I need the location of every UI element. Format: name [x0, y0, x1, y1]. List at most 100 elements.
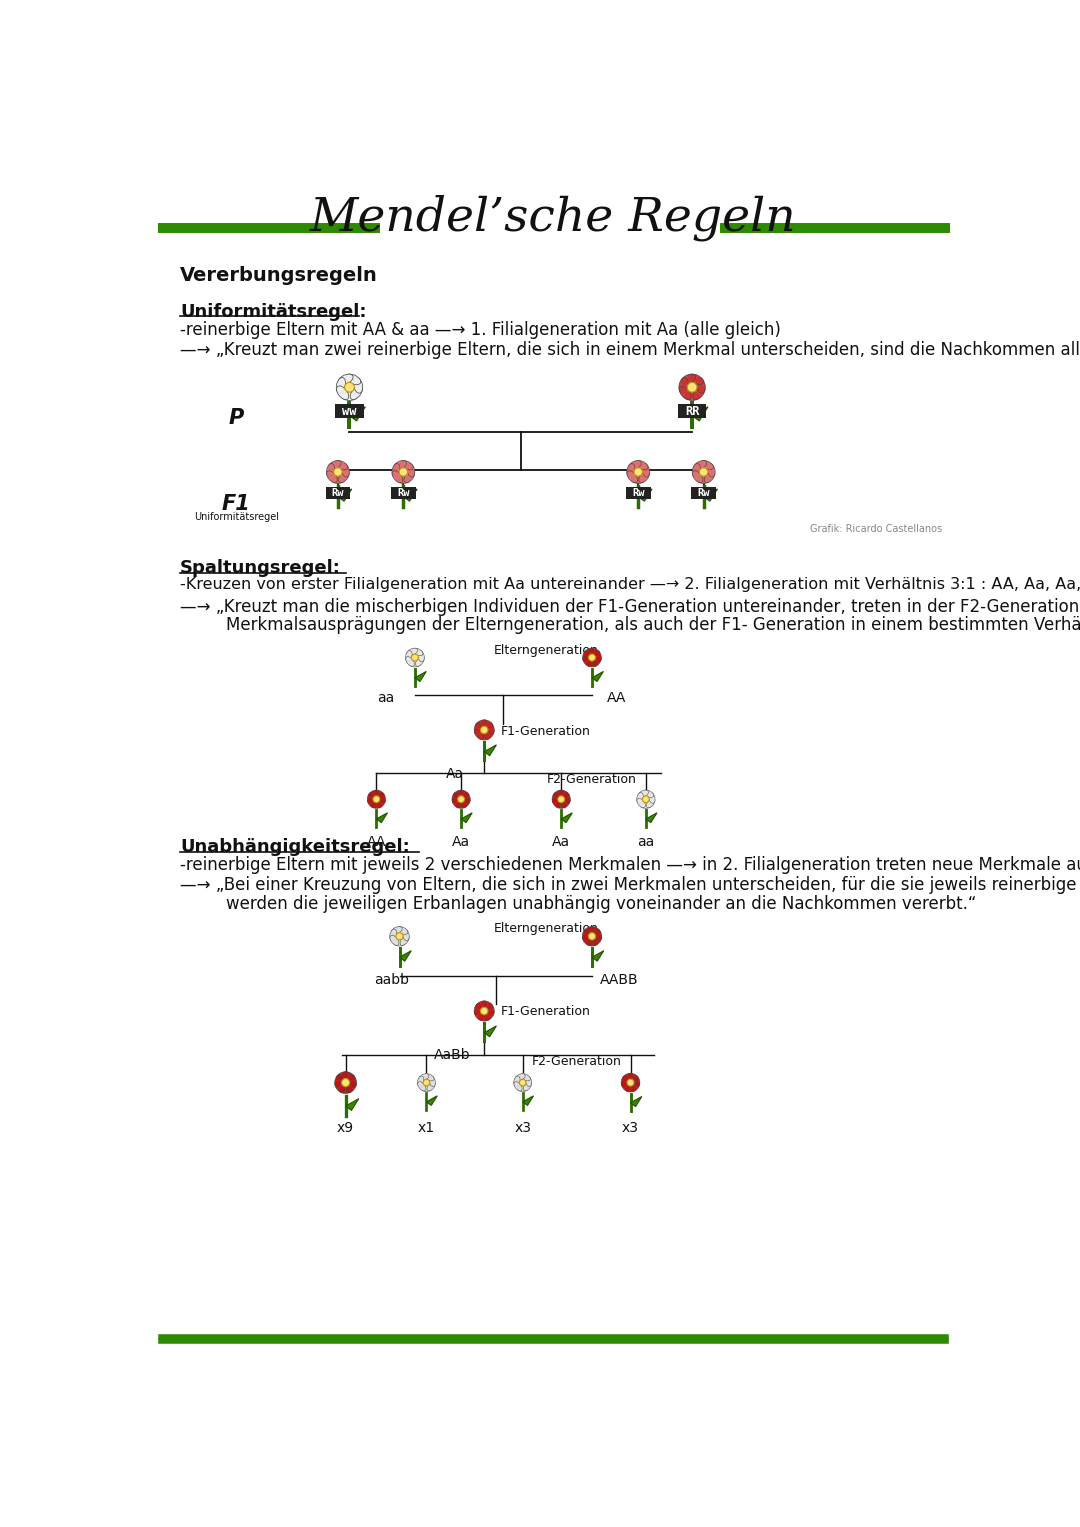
Text: AABB: AABB — [599, 973, 638, 988]
Ellipse shape — [407, 464, 415, 476]
Circle shape — [589, 654, 595, 661]
Ellipse shape — [593, 935, 602, 945]
Ellipse shape — [429, 1077, 435, 1087]
Ellipse shape — [514, 1081, 522, 1090]
Ellipse shape — [339, 1086, 352, 1093]
Circle shape — [396, 933, 403, 941]
Ellipse shape — [335, 461, 348, 470]
Text: Rw: Rw — [332, 487, 345, 498]
Circle shape — [400, 467, 407, 476]
Text: Mendel’sche Regeln: Mendel’sche Regeln — [310, 194, 797, 241]
Ellipse shape — [629, 461, 642, 470]
Text: Aa: Aa — [552, 835, 570, 849]
Text: Uniformitätsregel:: Uniformitätsregel: — [180, 302, 366, 321]
Polygon shape — [592, 951, 604, 960]
Ellipse shape — [564, 793, 570, 803]
Polygon shape — [427, 1096, 437, 1106]
Circle shape — [458, 796, 464, 803]
Ellipse shape — [521, 1073, 530, 1081]
Ellipse shape — [335, 1075, 342, 1087]
Circle shape — [589, 933, 595, 941]
FancyBboxPatch shape — [626, 487, 650, 499]
Ellipse shape — [391, 927, 402, 935]
Circle shape — [341, 1078, 350, 1087]
Ellipse shape — [582, 935, 592, 945]
Ellipse shape — [482, 719, 492, 728]
Ellipse shape — [684, 391, 700, 400]
Ellipse shape — [704, 470, 715, 483]
Ellipse shape — [403, 928, 409, 941]
Ellipse shape — [482, 1000, 492, 1009]
Polygon shape — [403, 489, 417, 501]
Text: aa: aa — [377, 692, 394, 705]
Ellipse shape — [586, 661, 597, 667]
Ellipse shape — [338, 374, 353, 385]
Text: Elterngeneration: Elterngeneration — [494, 922, 598, 936]
Polygon shape — [461, 812, 472, 823]
Circle shape — [481, 727, 488, 733]
Ellipse shape — [367, 799, 376, 808]
Ellipse shape — [697, 476, 711, 484]
Ellipse shape — [626, 464, 635, 476]
Ellipse shape — [474, 1009, 484, 1020]
FancyBboxPatch shape — [678, 405, 706, 418]
Text: Spaltungsregel:: Spaltungsregel: — [180, 559, 341, 577]
Ellipse shape — [586, 939, 598, 947]
Text: aa: aa — [637, 835, 654, 849]
Text: —→ „Kreuzt man die mischerbigen Individuen der F1-Generation untereinander, tret: —→ „Kreuzt man die mischerbigen Individu… — [180, 597, 1080, 615]
Ellipse shape — [368, 789, 379, 797]
Polygon shape — [562, 812, 572, 823]
Ellipse shape — [590, 927, 600, 935]
Ellipse shape — [459, 789, 469, 797]
Text: werden die jeweiligen Erbanlagen unabhängig voneinander an die Nachkommen vererb: werden die jeweiligen Erbanlagen unabhän… — [226, 895, 976, 913]
Ellipse shape — [487, 722, 495, 734]
Ellipse shape — [637, 799, 646, 808]
Ellipse shape — [517, 1086, 528, 1092]
Ellipse shape — [367, 793, 374, 803]
Ellipse shape — [416, 657, 424, 666]
Text: Rw: Rw — [698, 487, 710, 498]
Ellipse shape — [478, 733, 490, 741]
Polygon shape — [400, 951, 411, 960]
Ellipse shape — [584, 647, 595, 655]
Ellipse shape — [593, 657, 602, 666]
Text: Rw: Rw — [632, 487, 645, 498]
Ellipse shape — [407, 647, 418, 655]
Ellipse shape — [595, 928, 602, 941]
Ellipse shape — [692, 464, 700, 476]
Ellipse shape — [451, 793, 458, 803]
Ellipse shape — [631, 1081, 639, 1092]
Ellipse shape — [341, 391, 357, 400]
Ellipse shape — [336, 377, 346, 392]
Ellipse shape — [475, 1000, 487, 1009]
Ellipse shape — [582, 651, 590, 661]
Text: F2-Generation: F2-Generation — [531, 1055, 621, 1067]
Text: Unabhängigkeitsregel:: Unabhängigkeitsregel: — [180, 838, 409, 855]
Ellipse shape — [625, 1086, 636, 1092]
FancyBboxPatch shape — [325, 487, 350, 499]
Ellipse shape — [418, 1081, 426, 1090]
Ellipse shape — [401, 461, 414, 470]
Text: x9: x9 — [337, 1121, 354, 1135]
Ellipse shape — [346, 374, 361, 385]
Ellipse shape — [427, 1081, 435, 1090]
Circle shape — [411, 654, 418, 661]
Ellipse shape — [692, 470, 703, 483]
Ellipse shape — [631, 476, 645, 484]
Ellipse shape — [350, 386, 363, 400]
Ellipse shape — [475, 719, 487, 728]
Ellipse shape — [392, 464, 400, 476]
Ellipse shape — [688, 374, 703, 385]
Circle shape — [481, 1008, 488, 1015]
Ellipse shape — [328, 461, 341, 470]
Text: -Kreuzen von erster Filialgeneration mit Aa untereinander —→ 2. Filialgeneration: -Kreuzen von erster Filialgeneration mit… — [180, 577, 1080, 592]
Ellipse shape — [406, 657, 415, 666]
Ellipse shape — [374, 789, 384, 797]
Circle shape — [687, 382, 697, 392]
Text: aabb: aabb — [375, 973, 409, 988]
Ellipse shape — [330, 476, 345, 484]
Ellipse shape — [400, 935, 409, 945]
Text: P: P — [229, 408, 244, 428]
Polygon shape — [646, 812, 657, 823]
Ellipse shape — [679, 386, 691, 400]
